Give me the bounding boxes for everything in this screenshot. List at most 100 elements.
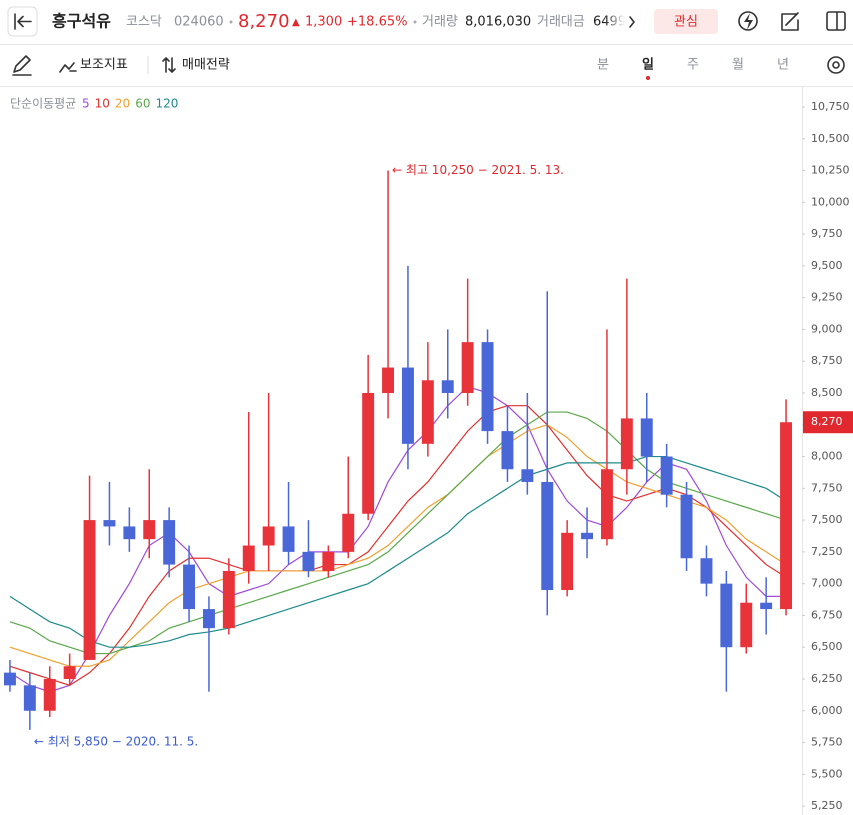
flash-icon[interactable] <box>738 11 758 31</box>
current-price-label: 8,270 <box>811 415 843 428</box>
y-tick-label: 10,000 <box>811 195 850 208</box>
candle-body <box>202 609 215 629</box>
watch-label: 관심 <box>674 15 698 30</box>
period[interactable]: 분 <box>597 58 609 73</box>
market: 코스닥 <box>126 15 162 30</box>
legend-title: 단순이동평균 <box>10 97 76 111</box>
candle-body <box>441 380 454 393</box>
moving-average <box>9 424 787 667</box>
header: 흥구석유 코스닥 024060 8,270 ▲ 1,300 +18.65% 거래… <box>0 6 853 45</box>
candle-body <box>680 494 693 559</box>
y-tick-label: 6,500 <box>811 640 843 653</box>
draw-icon[interactable] <box>12 55 32 76</box>
y-tick-label: 7,500 <box>811 513 843 526</box>
y-tick-label: 5,500 <box>811 767 843 780</box>
arrow: ▲ <box>292 17 300 28</box>
y-tick-label: 9,000 <box>811 322 843 335</box>
candle-body <box>262 526 275 546</box>
y-tick-label: 10,500 <box>811 132 850 145</box>
price: 8,270 <box>238 11 290 32</box>
y-tick-label: 7,750 <box>811 481 843 494</box>
candle-body <box>501 431 514 470</box>
candle-body <box>3 672 16 686</box>
period[interactable]: 월 <box>732 58 744 73</box>
candle-body <box>302 551 315 571</box>
y-tick-label: 5,750 <box>811 736 843 749</box>
candle-body <box>620 418 633 470</box>
y-tick-label: 7,000 <box>811 577 843 590</box>
y-tick-label: 9,250 <box>811 291 843 304</box>
edit-icon[interactable] <box>781 12 799 31</box>
candle-body <box>421 380 434 444</box>
candle-body <box>740 602 753 648</box>
candle-body <box>362 392 375 514</box>
legend-entry: 5 <box>82 97 90 111</box>
period[interactable]: 주 <box>687 58 699 73</box>
y-tick-label: 6,250 <box>811 672 843 685</box>
settings-core <box>832 61 840 69</box>
more-arrow[interactable] <box>629 16 635 28</box>
low-annotation: ← 최저 5,850 − 2020. 11. 5. <box>34 734 198 748</box>
candle-body <box>541 481 554 591</box>
candle-body <box>581 532 594 540</box>
period[interactable]: 년 <box>777 58 789 73</box>
change-pct: +18.65% <box>347 15 407 30</box>
y-tick-label: 5,250 <box>811 799 843 812</box>
strategy[interactable]: 매매전략 <box>182 58 230 73</box>
candle-body <box>123 526 136 540</box>
candle-body <box>83 520 96 660</box>
candle-body <box>43 678 56 711</box>
candle-body <box>242 545 255 571</box>
panel-icon[interactable] <box>826 11 846 31</box>
moving-average <box>9 411 787 655</box>
change: 1,300 <box>305 15 342 30</box>
candle-body <box>640 418 653 457</box>
candle-body <box>780 422 793 610</box>
legend-entry: 20 <box>115 97 130 111</box>
watch-button[interactable] <box>654 9 718 34</box>
stock-name: 흥구석유 <box>52 12 111 31</box>
candle-body <box>322 551 335 571</box>
y-tick-label: 8,500 <box>811 386 843 399</box>
moving-average <box>9 455 787 648</box>
bolt <box>744 13 753 30</box>
candle-body <box>461 342 474 393</box>
candle-body <box>63 666 76 679</box>
candle-body <box>401 367 414 444</box>
candle-body <box>481 342 494 432</box>
volume-label: 거래량 <box>422 15 458 30</box>
indicator-icon <box>59 62 77 73</box>
y-tick-label: 9,500 <box>811 259 843 272</box>
high-annotation: ← 최고 10,250 − 2021. 5. 13. <box>392 163 564 177</box>
legend-entry: 120 <box>155 97 178 111</box>
candle-body <box>760 602 773 610</box>
y-tick-label: 6,000 <box>811 704 843 717</box>
candle-body <box>222 570 235 629</box>
candle-body <box>720 583 733 648</box>
y-tick-label: 9,750 <box>811 227 843 240</box>
y-tick-label: 7,250 <box>811 545 843 558</box>
candle-body <box>600 469 613 540</box>
candle-body <box>700 558 713 584</box>
candle-body <box>143 520 156 540</box>
amount-label: 거래대금 <box>537 15 585 30</box>
y-tick-label: 10,750 <box>811 100 850 113</box>
current-price-tag <box>803 411 853 434</box>
candle-body <box>163 520 176 565</box>
settings-icon[interactable] <box>827 56 845 74</box>
y-tick-label: 8,000 <box>811 450 843 463</box>
candle-body <box>342 513 355 552</box>
back-icon <box>14 13 32 30</box>
y-tick-label: 6,750 <box>811 608 843 621</box>
fade <box>605 8 625 36</box>
candle-body <box>382 367 395 393</box>
volume: 8,016,030 <box>465 15 531 30</box>
indicators[interactable]: 보조지표 <box>80 58 128 73</box>
candle-body <box>521 469 534 482</box>
candle-body <box>660 456 673 495</box>
toolbar: 보조지표 매매전략 분 일 주 월 년 <box>0 55 853 87</box>
period[interactable]: 일 <box>642 58 654 73</box>
candle-body <box>561 532 574 591</box>
strategy-icon <box>162 57 176 73</box>
